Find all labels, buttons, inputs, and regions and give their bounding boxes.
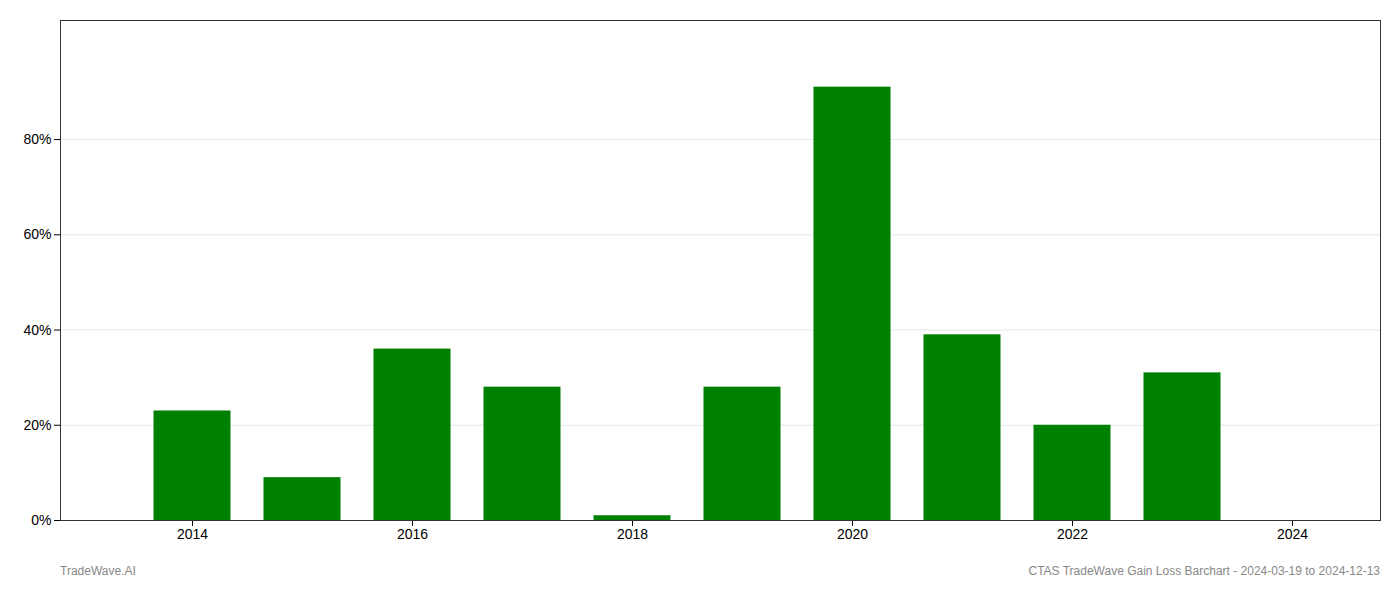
html-text:CTAS TradeWave Gain Loss Barch: CTAS TradeWave Gain Loss Barchart - 2024… — [1028, 564, 1380, 578]
svg-text:2024: 2024 — [1277, 526, 1308, 542]
svg-text:2014: 2014 — [177, 526, 208, 542]
svg-text:80%: 80% — [23, 131, 51, 147]
svg-text:60%: 60% — [23, 226, 51, 242]
html-text:TradeWave.AI: TradeWave.AI — [60, 564, 136, 578]
svg-text:2022: 2022 — [1057, 526, 1088, 542]
svg-text:2018: 2018 — [617, 526, 648, 542]
svg-text:0%: 0% — [31, 512, 51, 528]
svg-text:2020: 2020 — [837, 526, 868, 542]
svg-text:2016: 2016 — [397, 526, 428, 542]
svg-text:20%: 20% — [23, 417, 51, 433]
svg-text:40%: 40% — [23, 322, 51, 338]
